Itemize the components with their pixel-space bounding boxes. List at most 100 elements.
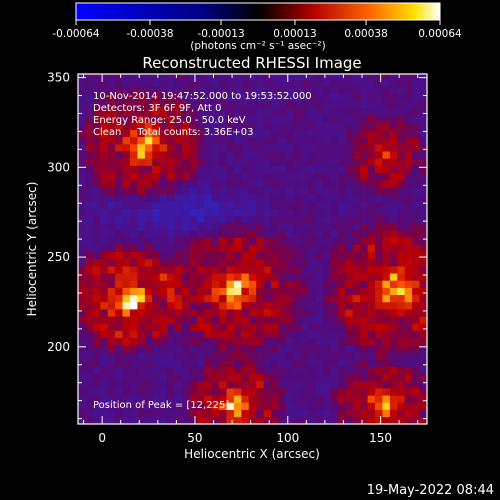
heatmap-cell: [115, 301, 123, 310]
heatmap-cell: [278, 388, 287, 396]
heatmap-cell: [122, 230, 131, 238]
heatmap-cell: [107, 115, 116, 123]
heatmap-cell: [226, 366, 235, 375]
heatmap-cell: [315, 402, 324, 410]
heatmap-cell: [397, 273, 406, 281]
heatmap-cell: [263, 402, 272, 410]
heatmap-cell: [293, 323, 302, 331]
heatmap-cell: [389, 273, 398, 281]
heatmap-cell: [129, 323, 138, 331]
heatmap-cell: [419, 86, 427, 95]
heatmap-cell: [241, 323, 250, 331]
heatmap-cell: [308, 136, 316, 145]
heatmap-cell: [144, 258, 153, 267]
heatmap-cell: [204, 366, 212, 375]
heatmap-cell: [404, 409, 413, 418]
heatmap-cell: [78, 416, 86, 424]
heatmap-cell: [211, 251, 220, 260]
heatmap-cell: [375, 74, 383, 80]
heatmap-cell: [159, 251, 168, 260]
heatmap-cell: [285, 345, 294, 353]
heatmap-cell: [152, 172, 160, 181]
heatmap-cell: [241, 136, 250, 145]
heatmap-cell: [159, 93, 168, 102]
heatmap-cell: [181, 129, 190, 138]
heatmap-cell: [323, 237, 331, 245]
heatmap-cell: [159, 309, 168, 317]
heatmap-cell: [256, 294, 264, 303]
heatmap-cell: [330, 74, 339, 80]
heatmap-cell: [419, 136, 427, 145]
heatmap-cell: [219, 366, 227, 375]
heatmap-cell: [352, 86, 361, 95]
heatmap-cell: [181, 86, 190, 95]
heatmap-cell: [233, 244, 242, 252]
heatmap-cell: [256, 179, 264, 188]
heatmap-cell: [152, 251, 160, 260]
heatmap-cell: [181, 366, 190, 375]
heatmap-cell: [382, 395, 391, 403]
heatmap-cell: [107, 409, 116, 418]
heatmap-cell: [219, 323, 227, 331]
heatmap-cell: [352, 74, 361, 80]
heatmap-cell: [129, 316, 138, 324]
heatmap-cell: [352, 280, 361, 288]
heatmap-cell: [233, 251, 242, 260]
heatmap-cell: [256, 287, 264, 296]
heatmap-cell: [219, 337, 227, 346]
heatmap-cell: [315, 395, 324, 403]
heatmap-cell: [419, 194, 427, 202]
heatmap-cell: [330, 409, 339, 418]
heatmap-cell: [196, 100, 205, 109]
heatmap-cell: [152, 237, 160, 245]
heatmap-cell: [382, 366, 391, 375]
heatmap-cell: [397, 165, 406, 174]
heatmap-cell: [100, 74, 109, 80]
heatmap-cell: [271, 74, 279, 80]
heatmap-cell: [107, 86, 116, 95]
heatmap-cell: [330, 345, 339, 353]
heatmap-cell: [115, 144, 123, 152]
heatmap-cell: [412, 373, 420, 382]
heatmap-cell: [78, 359, 86, 367]
heatmap-cell: [271, 129, 279, 138]
heatmap-cell: [204, 330, 212, 339]
heatmap-cell: [196, 129, 205, 138]
heatmap-cell: [389, 237, 398, 245]
heatmap-cell: [100, 100, 109, 109]
heatmap-cell: [300, 388, 309, 396]
heatmap-cell: [285, 330, 294, 339]
heatmap-cell: [352, 208, 361, 217]
heatmap-cell: [115, 187, 123, 195]
heatmap-cell: [92, 208, 101, 217]
heatmap-cell: [78, 366, 86, 375]
heatmap-cell: [389, 194, 398, 202]
x-tick-label: 150: [369, 431, 392, 445]
heatmap-cell: [241, 158, 250, 166]
heatmap-cell: [92, 194, 101, 202]
heatmap-cell: [360, 179, 368, 188]
heatmap-cell: [144, 86, 153, 95]
heatmap-cell: [337, 345, 346, 353]
heatmap-cell: [256, 237, 264, 245]
heatmap-cell: [248, 316, 257, 324]
heatmap-cell: [152, 222, 160, 231]
heatmap-cell: [330, 416, 339, 424]
heatmap-cell: [419, 366, 427, 375]
heatmap-cell: [174, 273, 183, 281]
heatmap-cell: [404, 301, 413, 310]
heatmap-cell: [181, 266, 190, 274]
heatmap-cell: [129, 409, 138, 418]
heatmap-cell: [107, 215, 116, 224]
heatmap-cell: [345, 144, 354, 152]
heatmap-cell: [196, 194, 205, 202]
heatmap-cell: [144, 359, 153, 367]
heatmap-cell: [315, 79, 324, 87]
heatmap-cell: [211, 237, 220, 245]
heatmap-cell: [167, 337, 175, 346]
heatmap-cell: [397, 215, 406, 224]
heatmap-cell: [122, 122, 131, 130]
heatmap-cell: [285, 352, 294, 360]
heatmap-cell: [226, 323, 235, 331]
heatmap-cell: [85, 100, 94, 109]
